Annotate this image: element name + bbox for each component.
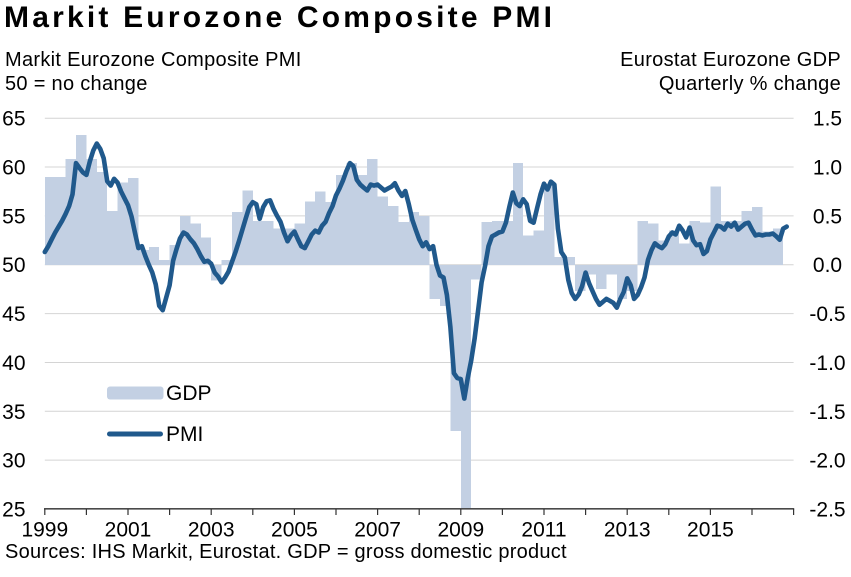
svg-text:40: 40 [2,352,25,375]
svg-text:PMI: PMI [166,423,203,446]
svg-text:1999: 1999 [21,519,68,542]
svg-text:2009: 2009 [437,519,484,542]
svg-text:-1.5: -1.5 [809,401,845,424]
svg-text:2011: 2011 [521,519,566,542]
svg-text:35: 35 [2,401,25,424]
svg-text:60: 60 [2,157,25,180]
svg-text:50: 50 [2,254,25,277]
svg-text:-1.0: -1.0 [809,352,845,375]
svg-text:55: 55 [2,205,25,228]
svg-text:2005: 2005 [271,519,318,542]
svg-text:0.5: 0.5 [813,205,842,228]
svg-text:45: 45 [2,303,25,326]
svg-text:25: 25 [2,499,25,522]
svg-text:2007: 2007 [354,519,401,542]
svg-text:65: 65 [2,108,25,131]
svg-text:1.0: 1.0 [813,157,842,180]
svg-text:2001: 2001 [105,519,152,542]
svg-text:2013: 2013 [604,519,651,542]
svg-text:-2.5: -2.5 [809,499,845,522]
svg-text:2003: 2003 [188,519,235,542]
svg-text:1.5: 1.5 [813,108,842,131]
svg-text:2015: 2015 [687,519,734,542]
svg-text:-2.0: -2.0 [809,450,845,473]
svg-text:GDP: GDP [166,382,212,405]
svg-text:-0.5: -0.5 [809,303,845,326]
svg-text:0.0: 0.0 [813,254,842,277]
svg-text:30: 30 [2,450,25,473]
